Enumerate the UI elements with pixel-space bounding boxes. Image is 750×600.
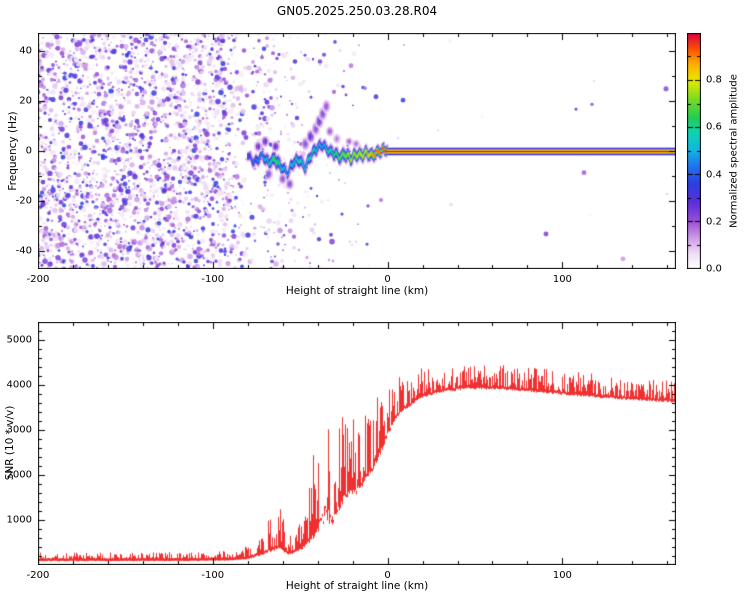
top-x-axis-label: Height of straight line (km)	[285, 285, 429, 297]
top-y-axis-label: Frequency (Hz)	[7, 111, 19, 191]
top-y-tick-label: 0	[25, 145, 32, 157]
snr-canvas	[38, 322, 676, 565]
top-y-tick-label: 40	[19, 45, 32, 57]
colorbar-tick-label: 0.2	[706, 216, 722, 228]
spectrogram-canvas	[38, 33, 676, 269]
bottom-y-tick-label: 2000	[6, 469, 32, 481]
bottom-x-axis-label: Height of straight line (km)	[285, 580, 429, 592]
bottom-x-tick-label: -200	[26, 570, 50, 581]
top-y-tick-label: -40	[15, 245, 32, 257]
colorbar-axis-label: Normalized spectral amplitude	[728, 74, 740, 228]
top-y-tick-label: 20	[19, 95, 32, 107]
top-x-tick-label: 100	[552, 274, 572, 285]
colorbar-tick-label: 0.4	[706, 169, 722, 181]
bottom-x-tick-label: 0	[384, 570, 391, 581]
colorbar-canvas	[687, 33, 701, 269]
bottom-x-tick-label: -100	[201, 570, 225, 581]
bottom-x-tick-label: 100	[552, 570, 572, 581]
top-x-tick-label: -200	[26, 274, 50, 285]
colorbar-tick-label: 0.6	[706, 121, 722, 133]
bottom-y-tick-label: 3000	[6, 424, 32, 436]
bottom-y-tick-label: 1000	[6, 514, 32, 526]
colorbar-tick-label: 0.8	[706, 74, 722, 86]
top-y-tick-label: -20	[15, 195, 32, 207]
bottom-y-tick-label: 5000	[6, 334, 32, 346]
bottom-y-tick-label: 4000	[6, 379, 32, 391]
top-x-tick-label: 0	[384, 274, 391, 285]
top-x-tick-label: -100	[201, 274, 225, 285]
colorbar-tick-label: 0.0	[706, 263, 722, 275]
plot-title: GN05.2025.250.03.28.R04	[276, 4, 438, 18]
